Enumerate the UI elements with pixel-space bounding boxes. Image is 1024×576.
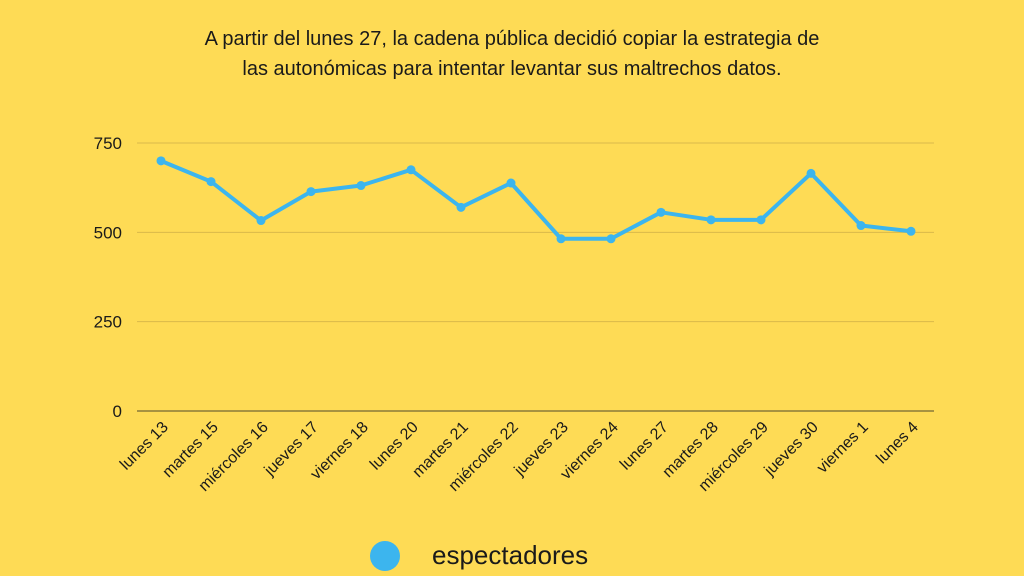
data-point — [706, 215, 716, 225]
data-point — [356, 181, 366, 191]
y-tick-label: 750 — [94, 134, 122, 153]
data-point — [556, 234, 566, 244]
chart-title: A partir del lunes 27, la cadena pública… — [0, 24, 1024, 84]
y-tick-label: 250 — [94, 313, 122, 332]
legend: espectadores — [370, 540, 588, 571]
data-point — [156, 156, 166, 166]
title-line-2: las autonómicas para intentar levantar s… — [242, 58, 782, 80]
data-point — [806, 168, 816, 178]
data-point — [756, 215, 766, 225]
y-tick-label: 500 — [94, 223, 122, 242]
x-tick-label: viernes 1 — [814, 419, 872, 477]
data-point — [506, 178, 516, 188]
title-line-1: A partir del lunes 27, la cadena pública… — [204, 28, 820, 50]
data-point — [906, 226, 916, 236]
data-point — [206, 177, 216, 187]
data-point — [256, 216, 266, 226]
data-point — [606, 234, 616, 244]
x-tick-label: lunes 4 — [873, 419, 922, 468]
legend-label: espectadores — [432, 540, 589, 570]
series-line — [160, 159, 912, 241]
data-point — [656, 207, 666, 217]
legend-marker — [370, 540, 400, 571]
data-point — [856, 221, 866, 231]
y-tick-label: 0 — [113, 402, 122, 421]
data-point — [306, 187, 316, 197]
x-tick-label: jueves 30 — [761, 419, 822, 480]
data-point — [406, 165, 416, 175]
data-point — [456, 202, 466, 212]
